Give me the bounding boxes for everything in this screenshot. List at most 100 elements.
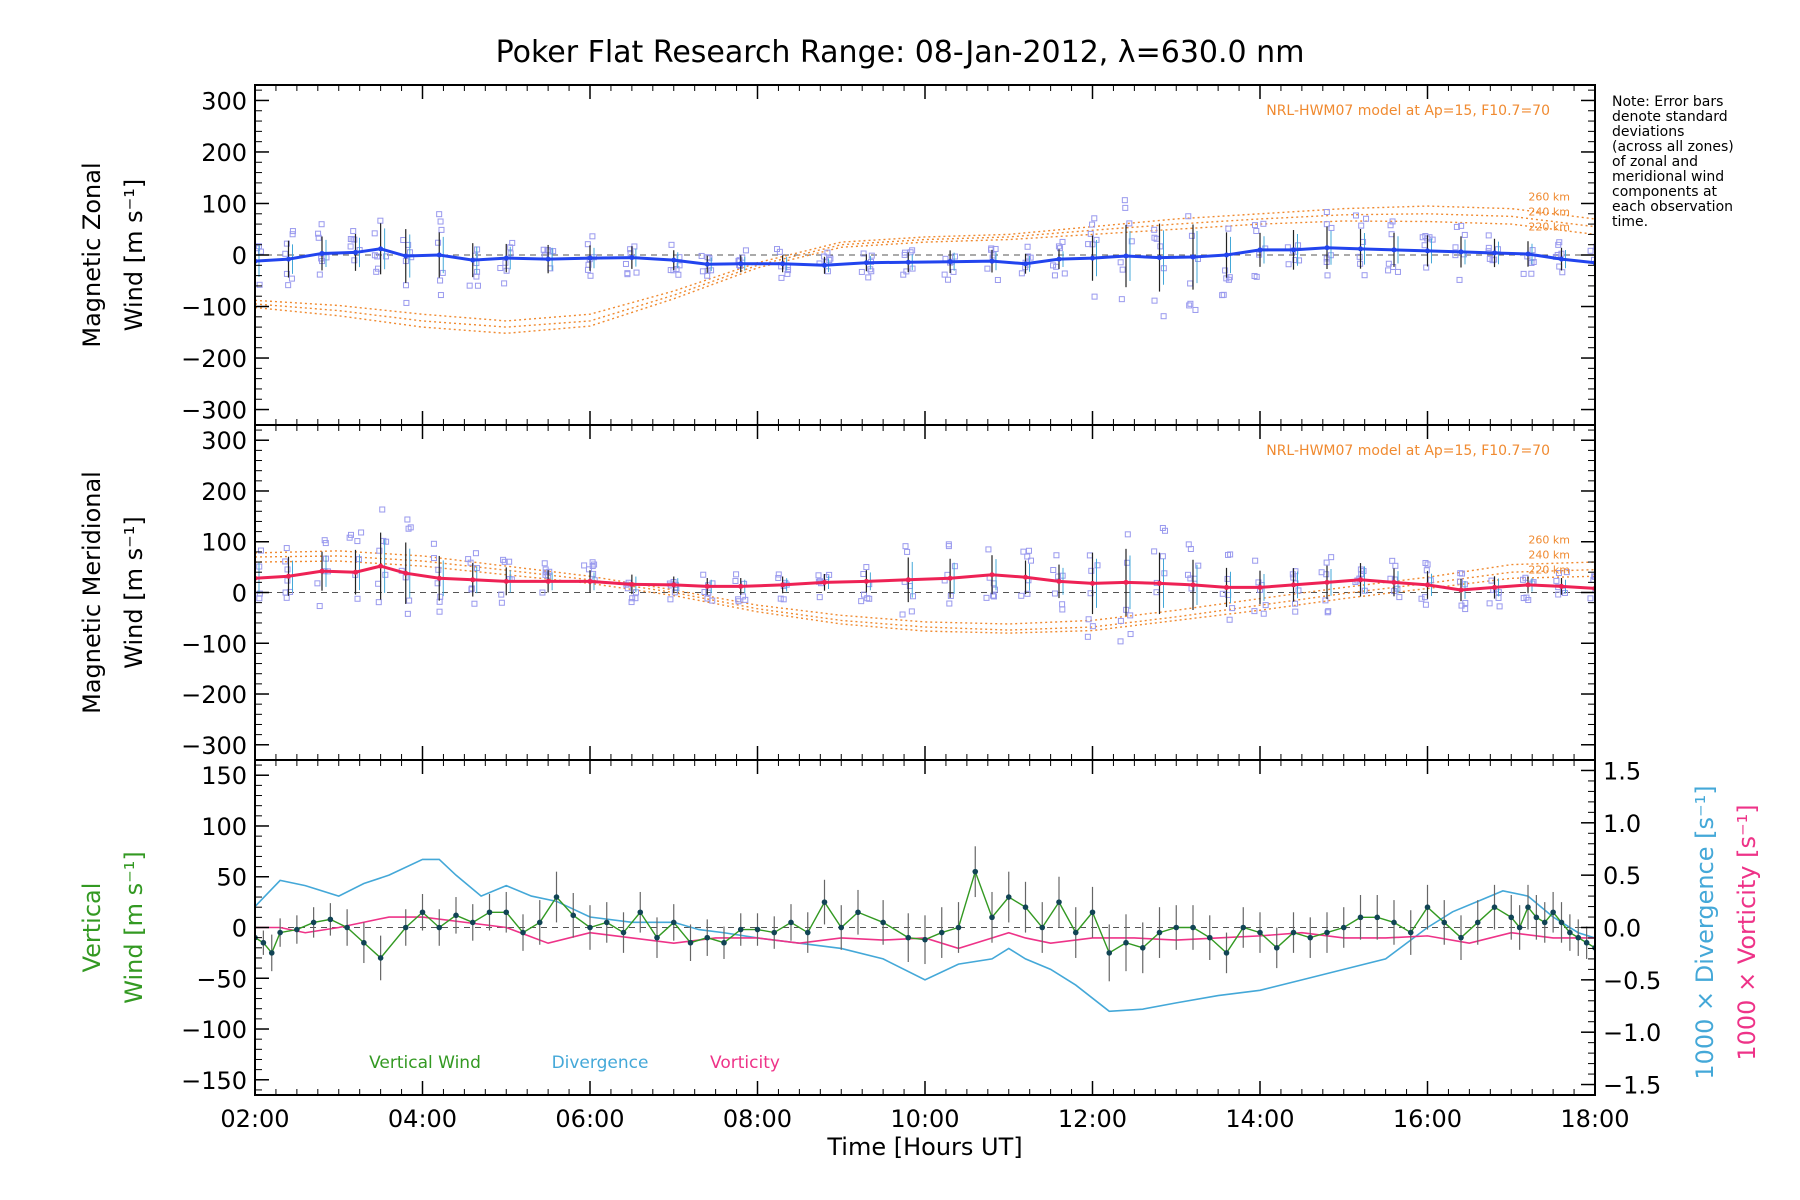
vertical-wind-point [1290, 929, 1297, 936]
series-point [822, 579, 827, 585]
scatter-point [471, 600, 478, 607]
scatter-point [624, 270, 631, 277]
vertical-wind-point [1273, 945, 1280, 951]
altitude-label: 260 km [1528, 191, 1570, 204]
scatter-point [283, 545, 290, 552]
scatter-point [824, 268, 831, 275]
scatter-point [1323, 209, 1330, 216]
scatter-point [1456, 276, 1463, 283]
scatter-point [1085, 616, 1092, 623]
scatter-point [256, 281, 263, 288]
scatter-point [1289, 571, 1296, 578]
series-point [780, 582, 786, 588]
scatter-point [437, 277, 444, 284]
vertical-wind-point [503, 909, 510, 916]
series-point [503, 578, 509, 584]
scatter-point [1059, 601, 1066, 608]
series-point [863, 260, 869, 266]
y2-tick-label: 1.5 [1603, 757, 1641, 785]
vertical-wind-point [570, 912, 577, 919]
vertical-wind-point [402, 924, 409, 931]
scatter-point [1088, 567, 1095, 574]
scatter-point [544, 247, 551, 254]
series-point [671, 257, 677, 263]
scatter-point [404, 516, 411, 523]
series-point [704, 261, 710, 267]
scatter-point [1128, 238, 1135, 245]
scatter-point [347, 531, 354, 538]
scatter-point [285, 282, 292, 289]
scatter-point [629, 595, 636, 602]
scatter-point [473, 273, 480, 280]
scatter-point [541, 560, 548, 567]
series-point [1492, 584, 1497, 590]
series-point [1023, 574, 1028, 580]
scatter-point [1494, 246, 1501, 253]
scatter-point [865, 274, 872, 281]
scatter-point [775, 571, 782, 578]
vertical-wind-point [880, 919, 886, 926]
scatter-point [900, 271, 907, 278]
vertical-wind-point [1491, 904, 1498, 910]
series-point [1123, 253, 1129, 259]
vertical-wind-point [1541, 919, 1548, 926]
vertical-wind-point [419, 909, 426, 916]
y-tick-label: 300 [201, 427, 247, 455]
vertical-wind-point [268, 950, 275, 956]
vertical-wind-point [1223, 950, 1230, 956]
scatter-point [436, 211, 443, 218]
vertical-wind-point [1257, 929, 1263, 936]
altitude-label: 240 km [1528, 549, 1570, 562]
scatter-point [379, 506, 386, 513]
scatter-point [1496, 603, 1503, 610]
scatter-point [288, 275, 295, 282]
series-point [863, 578, 869, 584]
x-tick-label: 04:00 [388, 1105, 457, 1133]
scatter-point [501, 280, 508, 287]
scatter-point [858, 598, 865, 605]
series-point [1324, 579, 1330, 585]
scatter-point [1126, 220, 1133, 227]
y2-tick-label: −1.5 [1603, 1072, 1661, 1100]
vertical-wind-point [603, 919, 610, 926]
scatter-point [1057, 245, 1064, 252]
series-point [545, 256, 551, 262]
scatter-point [1020, 548, 1027, 555]
scatter-point [1053, 263, 1060, 270]
scatter-point [400, 237, 407, 244]
vertical-wind-point [938, 929, 945, 936]
vertical-wind-point [1458, 934, 1464, 941]
scatter-point [1361, 272, 1368, 279]
scatter-point [1396, 594, 1403, 601]
vertical-wind-point [1072, 929, 1079, 936]
scatter-point [1124, 559, 1131, 566]
series-point [1458, 587, 1464, 593]
vertical-wind-line [255, 869, 1595, 959]
scatter-point [1251, 222, 1258, 229]
series-point [1157, 580, 1162, 586]
vertical-wind-point [1441, 919, 1448, 926]
scatter-point [466, 282, 473, 289]
scatter-point [740, 593, 747, 600]
vertical-wind-point [1550, 909, 1556, 916]
plot-area [255, 846, 1595, 1013]
vertical-wind-point [754, 926, 761, 933]
scatter-point [289, 231, 296, 238]
note-line: (across all zones) [1612, 139, 1734, 155]
scatter-point [431, 555, 438, 562]
scatter-point [284, 566, 291, 573]
series-point [378, 246, 384, 252]
scatter-point [403, 299, 410, 306]
x-tick-label: 08:00 [723, 1105, 792, 1133]
scatter-point [1528, 270, 1535, 277]
series-point [1324, 245, 1330, 251]
y-tick-label: 100 [201, 813, 247, 841]
scatter-point [354, 595, 361, 602]
scatter-point [314, 580, 321, 587]
scatter-point [1187, 280, 1194, 287]
scatter-point [1295, 587, 1302, 594]
scatter-point [402, 282, 409, 289]
scatter-point [1519, 576, 1526, 583]
scatter-point [951, 253, 958, 260]
vertical-wind-point [277, 929, 283, 936]
